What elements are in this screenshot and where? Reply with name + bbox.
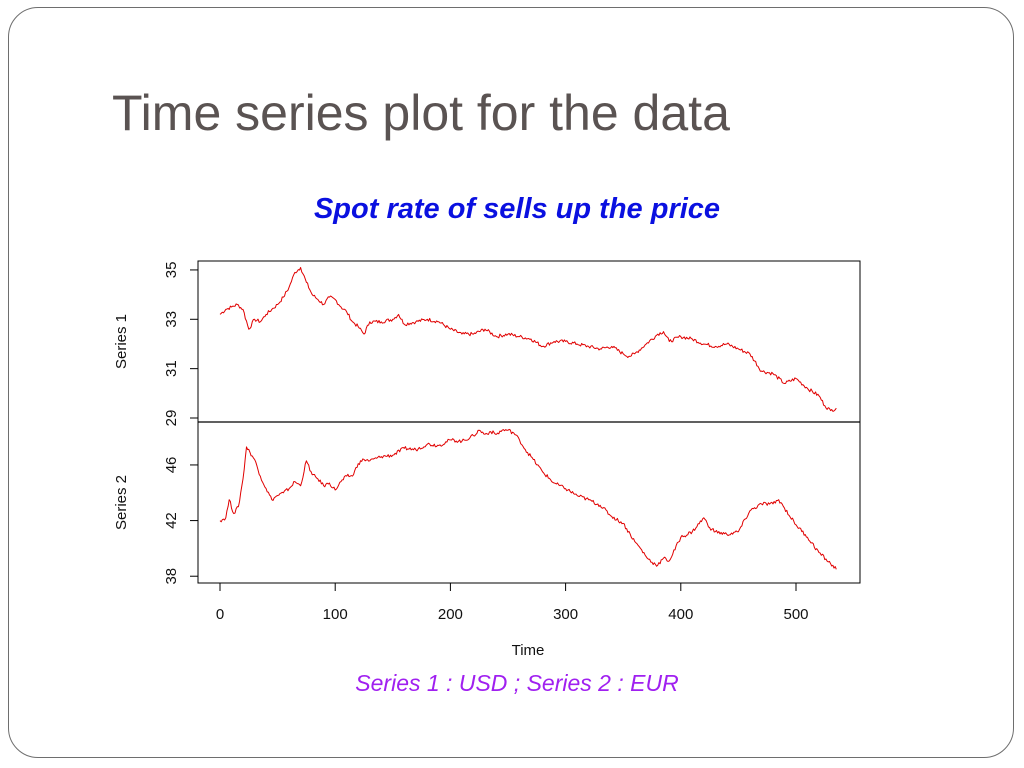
- y-tick-label: 35: [163, 262, 180, 279]
- panels-layer: 29 31 33 35 Series 1 38 42 46 Series 2: [113, 262, 837, 585]
- series-line-2: [219, 428, 837, 570]
- x-tick-label: 400: [668, 606, 693, 623]
- series-caption: Series 1 : USD ; Series 2 : EUR: [355, 670, 678, 696]
- y-tick-label: 31: [163, 360, 180, 377]
- x-tick-label: 200: [438, 606, 463, 623]
- x-tick-label: 300: [553, 606, 578, 623]
- panel-2: 38 42 46 Series 2: [113, 428, 837, 585]
- series-line-1: [219, 267, 837, 412]
- y-axis-title: Series 1: [113, 314, 130, 369]
- panel-1: 29 31 33 35 Series 1: [113, 262, 837, 427]
- chart-title: Spot rate of sells up the price: [314, 193, 720, 225]
- y-tick-label: 46: [163, 457, 180, 474]
- slide-frame: [8, 7, 1014, 758]
- x-axis: 0 100 200 300 400 500: [216, 583, 809, 623]
- slide-title: Time series plot for the data: [112, 85, 730, 141]
- x-tick-label: 0: [216, 606, 224, 623]
- y-axis-title: Series 2: [113, 475, 130, 530]
- x-tick-label: 500: [783, 606, 808, 623]
- x-axis-title: Time: [512, 642, 545, 659]
- y-tick-label: 33: [163, 311, 180, 328]
- y-tick-label: 38: [163, 568, 180, 585]
- y-tick-label: 29: [163, 410, 180, 427]
- y-tick-label: 42: [163, 512, 180, 529]
- x-tick-label: 100: [323, 606, 348, 623]
